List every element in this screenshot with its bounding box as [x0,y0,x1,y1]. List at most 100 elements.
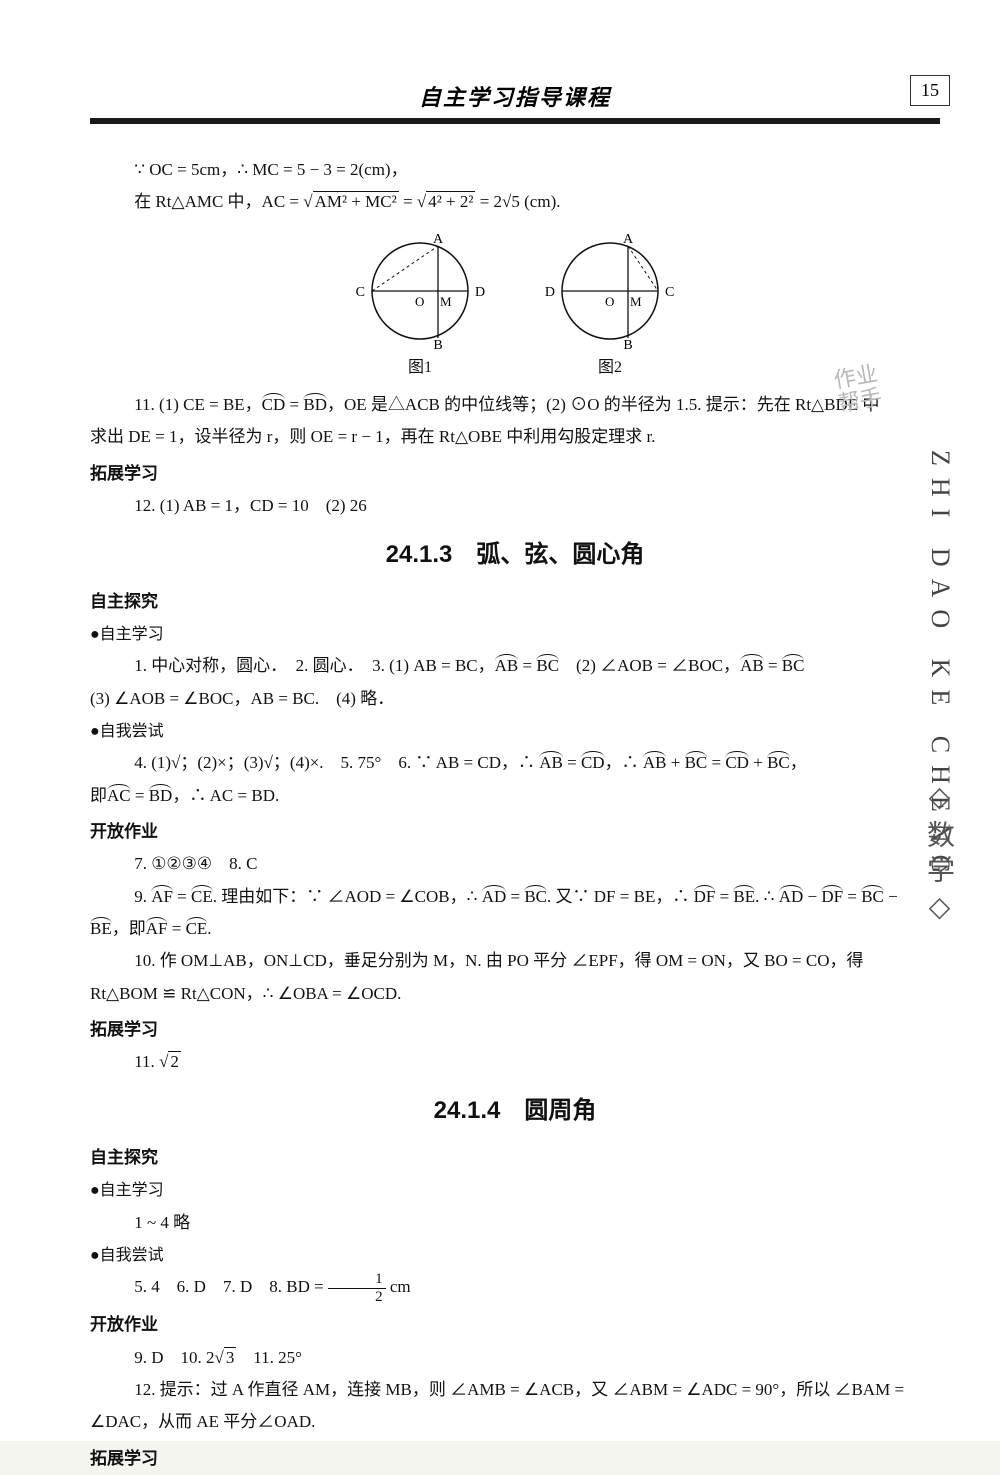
l11d: = [506,887,524,906]
line-11: 9. AF = CE. 理由如下：∵ ∠AOD = ∠COB，∴ AD = BC… [90,881,940,913]
subhead-ziwo-2: ●自我尝试 [90,1241,940,1271]
l15a: 11. [134,1052,159,1071]
head-tuozhan-1: 拓展学习 [90,458,940,490]
arc-cd: CD [262,395,286,414]
l8g: ， [790,753,807,772]
f1-A: A [433,232,444,247]
watermark-stamp: 作业 帮手 [832,362,884,417]
fig2-label: 图2 [530,353,690,383]
l3c: ，OE 是△ACB 的中位线等；(2) ⊙O 的半径为 1.5. 提示：先在 R… [327,395,879,414]
f1-M: M [440,294,452,309]
line-13: 10. 作 OM⊥AB，ON⊥CD，垂足分别为 M，N. 由 PO 平分 ∠EP… [90,945,940,977]
sidebar-dot2: ◇ [923,890,954,923]
num: 1 [328,1271,386,1289]
l11c: . 理由如下：∵ ∠AOD = ∠COB，∴ [213,887,482,906]
a115: DF [694,887,716,906]
a84: BC [685,753,708,772]
line-2: 在 Rt△AMC 中，AC = √AM² + MC² = √4² + 2² = … [90,186,940,218]
figure-1: A C D O M B 图1 [340,231,500,383]
arc-bc2: BC [782,656,805,675]
line-5: 12. (1) AB = 1，CD = 10 (2) 26 [90,490,940,522]
arc-ab2: AB [740,656,764,675]
l3b: = [285,395,303,414]
line-1: ∵ OC = 5cm，∴ MC = 5 − 3 = 2(cm)， [90,154,940,186]
l11b: = [173,887,191,906]
a85: CD [725,753,749,772]
line-3: 11. (1) CE = BE，CD = BD，OE 是△ACB 的中位线等；(… [90,389,940,421]
header-rule [90,118,940,124]
l8c: ，∴ [605,753,643,772]
line-8: 4. (1)√；(2)×；(3)√；(4)×. 5. 75° 6. ∵ AB =… [90,747,940,779]
l8b: = [563,753,581,772]
f1-D: D [475,285,485,300]
a81: AB [539,753,563,772]
l11g: . ∴ [755,887,779,906]
a82: CD [581,753,605,772]
header-title: 自主学习指导课程 [90,80,940,112]
a91: AC [107,786,131,805]
section-title-2: 24.1.4 圆周角 [90,1088,940,1134]
l8d: + [666,753,684,772]
l12b: = [167,919,185,938]
head-tuozhan-2: 拓展学习 [90,1014,940,1046]
sidebar-dot: ◇ [923,780,954,813]
line-14: Rt△BOM ≌ Rt△CON，∴ ∠OBA = ∠OCD. [90,978,940,1010]
l6c: (2) ∠AOB = ∠BOC， [559,656,740,675]
arc-bc1: BC [536,656,559,675]
f2-D: D [545,285,555,300]
line-10: 7. ①②③④ 8. C [90,848,940,880]
a118: DF [821,887,843,906]
l3a: 11. (1) CE = BE， [134,395,261,414]
l18sqrt: 3 [224,1347,237,1367]
content: ∵ OC = 5cm，∴ MC = 5 − 3 = 2(cm)， 在 Rt△AM… [90,154,940,1475]
head-zizhu-1: 自主探究 [90,586,940,618]
l2-sqrt2: 4² + 2² [426,191,475,211]
f2-B: B [623,338,632,351]
f2-M: M [630,294,642,309]
line-7: (3) ∠AOB = ∠BOC，AB = BC. (4) 略． [90,683,940,715]
a117: AD [779,887,804,906]
l6b: = [518,656,536,675]
l8a: 4. (1)√；(2)×；(3)√；(4)×. 5. 75° 6. ∵ AB =… [134,753,539,772]
page: 15 自主学习指导课程 作业 帮手 ZHI DAO KE CHENG ◇ 数 学… [0,0,1000,1441]
a92: BD [149,786,173,805]
l2-pre: 在 Rt△AMC 中，AC = [134,192,303,211]
arc-ab1: AB [495,656,519,675]
l11f: = [715,887,733,906]
f1-B: B [433,338,442,351]
l6a: 1. 中心对称，圆心． 2. 圆心． 3. (1) AB = BC， [134,656,494,675]
f1-O: O [415,294,424,309]
a112: CE [191,887,213,906]
a86: BC [767,753,790,772]
line-6: 1. 中心对称，圆心． 2. 圆心． 3. (1) AB = BC，AB = B… [90,650,940,682]
sidebar-cn: ◇ 数 学 ◇ [918,780,958,923]
head-kaifang-1: 开放作业 [90,816,940,848]
a119: BC [861,887,884,906]
a113: AD [482,887,507,906]
figure-2: A D C O M B 图2 [530,231,690,383]
page-number: 15 [910,75,950,106]
a122: AF [146,919,168,938]
l6d: = [764,656,782,675]
l2-mid: = [403,192,417,211]
l8e: = [707,753,725,772]
a123: CE [186,919,208,938]
arc-bd: BD [303,395,327,414]
line-17: 5. 4 6. D 7. D 8. BD = 12 cm [90,1271,940,1305]
fig1-label: 图1 [340,353,500,383]
l11a: 9. [134,887,151,906]
line-16: 1 ~ 4 略 [90,1207,940,1239]
f1-C: C [356,285,365,300]
l17b: cm [386,1277,411,1296]
line-4: 求出 DE = 1，设半径为 r，则 OE = r − 1，再在 Rt△OBE … [90,421,940,453]
l9a: 即 [90,786,107,805]
subhead-zixue-2: ●自主学习 [90,1176,940,1206]
l8f: + [749,753,767,772]
l9b: = [131,786,149,805]
section-title-1: 24.1.3 弧、弦、圆心角 [90,532,940,578]
l12a: ，即 [112,919,146,938]
line-18: 9. D 10. 2√3 11. 25° [90,1342,940,1374]
head-zizhu-2: 自主探究 [90,1142,940,1174]
page-header: 15 自主学习指导课程 [90,80,940,124]
line-15: 11. √2 [90,1046,940,1078]
